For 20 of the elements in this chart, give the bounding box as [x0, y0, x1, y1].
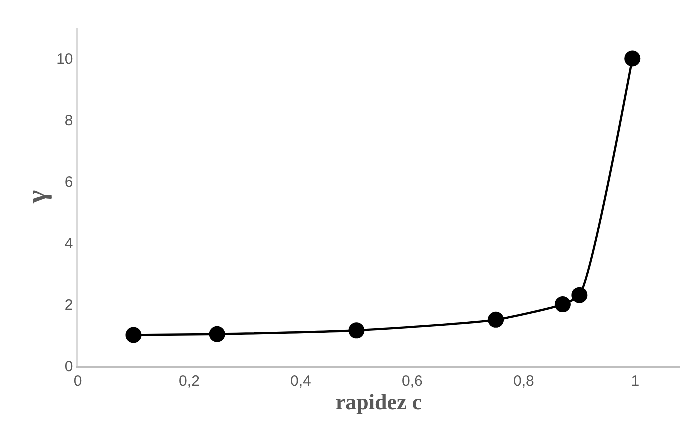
x-axis-title: rapidez c: [336, 390, 422, 415]
point: [488, 312, 504, 328]
point: [572, 287, 588, 304]
y-tick-label: 6: [64, 174, 74, 191]
y-axis-title: γ: [22, 190, 53, 205]
point: [209, 326, 226, 342]
y-tick-label: 4: [64, 235, 74, 252]
x-tick-label: 0,2: [179, 372, 200, 390]
x-tick-label: 0,8: [514, 372, 534, 390]
y-tick-label: 0: [64, 358, 74, 376]
y-tick-label: 8: [64, 112, 74, 130]
point: [348, 322, 365, 339]
y-tick-label: 2: [64, 296, 74, 314]
point: [126, 327, 142, 344]
x-tick-label: 0,4: [290, 372, 312, 390]
x-tick-label: 0,6: [402, 372, 423, 390]
point: [554, 296, 571, 313]
y-tick-label: 10: [56, 50, 74, 68]
x-tick-label: 1: [631, 372, 640, 390]
point: [624, 50, 641, 67]
